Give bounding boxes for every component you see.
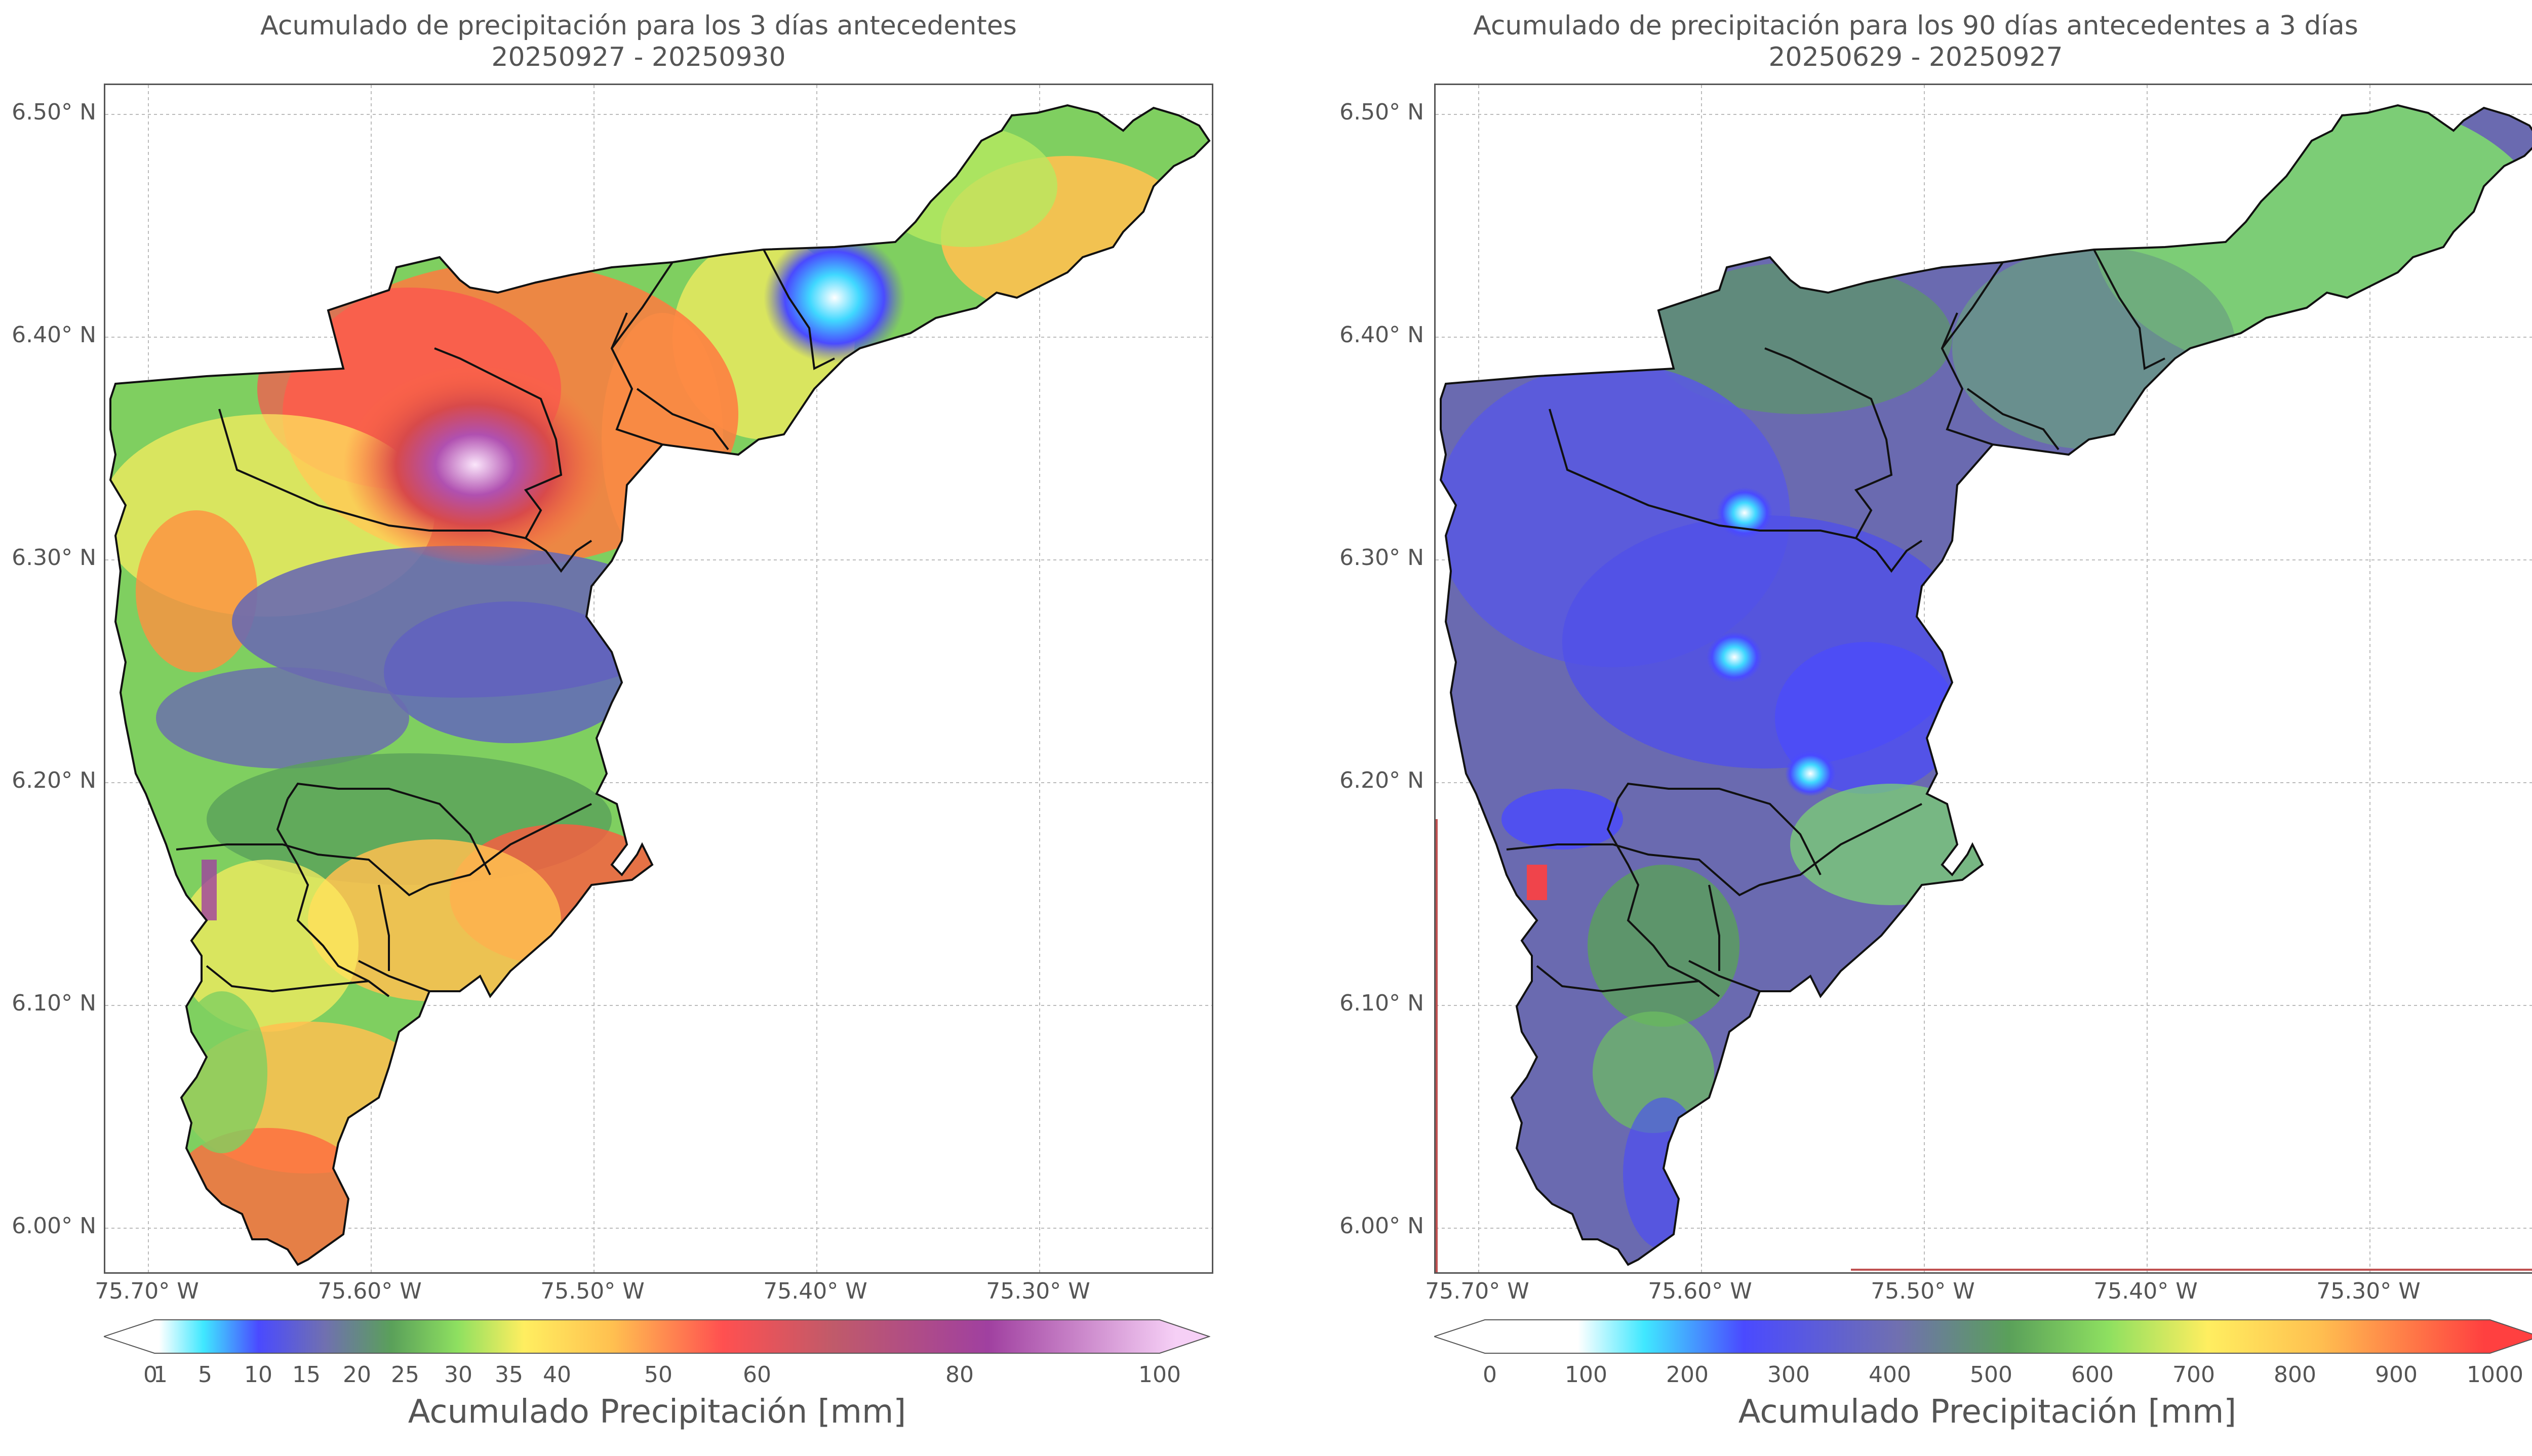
colorbar-tick: 400 <box>1869 1362 1911 1388</box>
map-axes <box>104 84 1213 1274</box>
colorbar-tick: 1 <box>153 1362 168 1388</box>
y-tick-label: 6.00° N <box>1339 1213 1424 1239</box>
x-tick-label: 75.30° W <box>986 1278 1090 1304</box>
map-axes <box>1434 84 2532 1274</box>
colorbar-tick: 35 <box>495 1362 523 1388</box>
y-tick-label: 6.30° N <box>12 545 96 571</box>
colorbar-title: Acumulado Precipitación [mm] <box>1738 1393 2237 1431</box>
colorbar-tick: 600 <box>2071 1362 2114 1388</box>
colorbar-tick: 500 <box>1970 1362 2012 1388</box>
colorbar-tick: 20 <box>343 1362 371 1388</box>
title-line-1: Acumulado de precipitación para los 3 dí… <box>260 11 1017 41</box>
map-panel-right: Acumulado de precipitación para los 90 d… <box>1277 0 2532 1456</box>
colorbar-tick: 30 <box>444 1362 472 1388</box>
y-tick-label: 6.40° N <box>1339 322 1424 348</box>
y-tick-label: 6.10° N <box>1339 990 1424 1016</box>
colorbar-tick: 200 <box>1666 1362 1709 1388</box>
x-tick-label: 75.60° W <box>1648 1278 1752 1304</box>
colorbar-tick: 50 <box>644 1362 672 1388</box>
colorbar-tick: 60 <box>743 1362 771 1388</box>
colorbar-tick: 100 <box>1138 1362 1181 1388</box>
y-tick-label: 6.10° N <box>12 990 96 1016</box>
colorbar-title: Acumulado Precipitación [mm] <box>408 1393 906 1431</box>
colorbar-tick: 900 <box>2375 1362 2418 1388</box>
map-title: Acumulado de precipitación para los 90 d… <box>1277 10 2532 73</box>
map-title: Acumulado de precipitación para los 3 dí… <box>0 10 1277 73</box>
colorbar-tick: 0 <box>143 1362 157 1388</box>
y-tick-label: 6.50° N <box>12 99 96 125</box>
y-tick-label: 6.50° N <box>1339 99 1424 125</box>
x-tick-label: 75.30° W <box>2316 1278 2421 1304</box>
y-tick-label: 6.20° N <box>12 767 96 793</box>
colorbar-tick: 15 <box>292 1362 321 1388</box>
y-tick-label: 6.30° N <box>1339 545 1424 571</box>
colorbar-gradient <box>104 1319 1210 1354</box>
y-tick-label: 6.00° N <box>12 1213 96 1239</box>
x-tick-label: 75.50° W <box>540 1278 645 1304</box>
colorbar-gradient <box>1434 1319 2532 1354</box>
colorbar-tick: 700 <box>2172 1362 2215 1388</box>
colorbar <box>104 1319 1210 1354</box>
colorbar-tick: 25 <box>391 1362 419 1388</box>
x-tick-label: 75.60° W <box>318 1278 422 1304</box>
colorbar-tick: 300 <box>1767 1362 1810 1388</box>
y-tick-label: 6.40° N <box>12 322 96 348</box>
x-tick-label: 75.50° W <box>1871 1278 1975 1304</box>
precipitation-map <box>105 85 1212 1272</box>
title-line-1: Acumulado de precipitación para los 90 d… <box>1473 11 2358 41</box>
colorbar-tick: 10 <box>244 1362 272 1388</box>
x-tick-label: 75.70° W <box>95 1278 199 1304</box>
colorbar-tick: 1000 <box>2467 1362 2523 1388</box>
colorbar-tick: 80 <box>945 1362 974 1388</box>
y-tick-label: 6.20° N <box>1339 767 1424 793</box>
x-tick-label: 75.40° W <box>763 1278 867 1304</box>
x-tick-label: 75.70° W <box>1425 1278 1529 1304</box>
colorbar-tick: 0 <box>1483 1362 1497 1388</box>
colorbar-tick: 100 <box>1565 1362 1607 1388</box>
x-tick-label: 75.40° W <box>2093 1278 2198 1304</box>
boundary-lines <box>109 104 1211 1266</box>
title-line-2: 20250629 - 20250927 <box>1768 42 2063 72</box>
colorbar-tick: 5 <box>198 1362 212 1388</box>
colorbar-tick: 40 <box>543 1362 571 1388</box>
colorbar <box>1434 1319 2532 1354</box>
title-line-2: 20250927 - 20250930 <box>491 42 786 72</box>
boundary-lines <box>1439 104 2532 1266</box>
precipitation-map <box>1436 85 2532 1272</box>
colorbar-tick: 800 <box>2274 1362 2316 1388</box>
map-panel-left: Acumulado de precipitación para los 3 dí… <box>0 10 1277 1431</box>
